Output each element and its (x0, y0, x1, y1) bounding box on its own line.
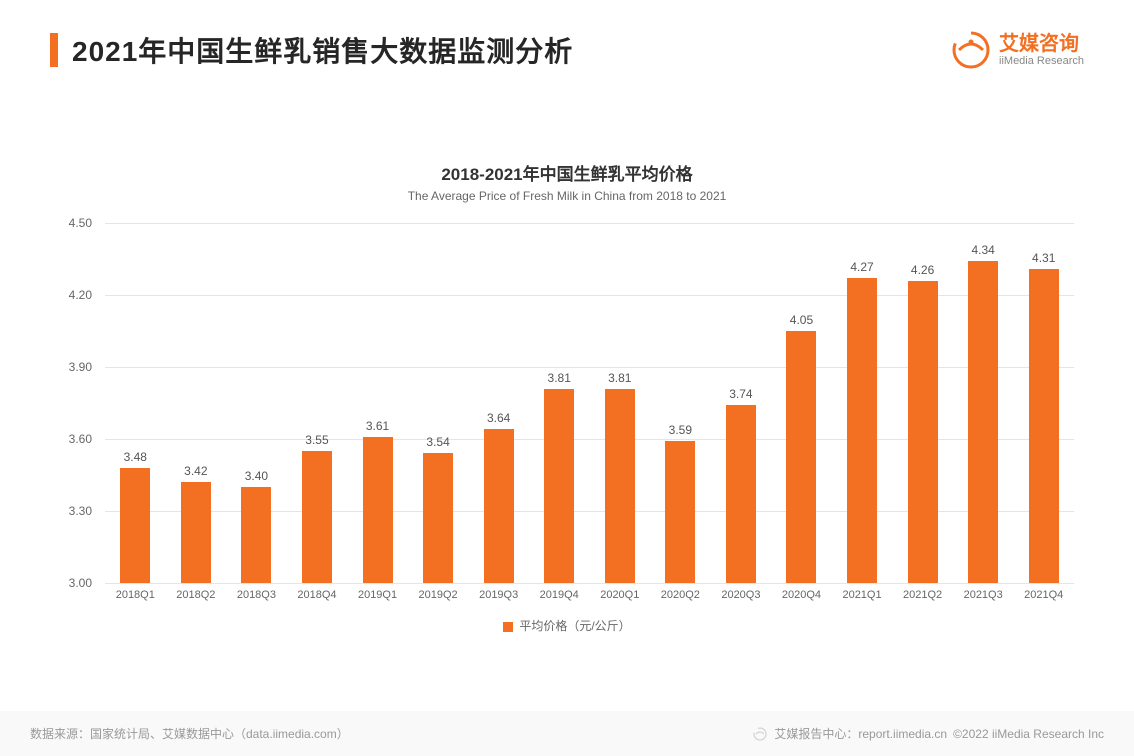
x-tick-label: 2021Q1 (832, 589, 893, 601)
bar-slot: 3.81 (590, 223, 651, 583)
logo-text: 艾媒咨询 iiMedia Research (999, 33, 1084, 67)
bar-rect (423, 453, 453, 583)
x-tick-label: 2020Q2 (650, 589, 711, 601)
chart-plot: 3.003.303.603.904.204.50 3.483.423.403.5… (60, 223, 1074, 583)
bar-value-label: 3.74 (729, 387, 752, 401)
bar-value-label: 4.34 (971, 243, 994, 257)
bar-slot: 3.61 (347, 223, 408, 583)
x-tick-label: 2018Q2 (166, 589, 227, 601)
bar-slot: 3.54 (408, 223, 469, 583)
bar-rect (1029, 269, 1059, 583)
bar-rect (786, 331, 816, 583)
bar-rect (241, 487, 271, 583)
y-tick-label: 4.50 (69, 216, 92, 230)
bar-rect (605, 389, 635, 583)
x-tick-label: 2021Q2 (892, 589, 953, 601)
bar-rect (363, 437, 393, 583)
logo-text-cn: 艾媒咨询 (999, 33, 1084, 55)
title-accent-bar (50, 33, 58, 67)
bar-value-label: 3.54 (426, 435, 449, 449)
bar-slot: 3.74 (711, 223, 772, 583)
bar-rect (908, 281, 938, 583)
bar-value-label: 3.55 (305, 433, 328, 447)
grid-line (105, 583, 1074, 584)
bar-slot: 4.26 (892, 223, 953, 583)
bar-slot: 3.40 (226, 223, 287, 583)
bar-value-label: 4.27 (850, 260, 873, 274)
brand-logo: 艾媒咨询 iiMedia Research (951, 30, 1084, 70)
footer-copyright: ©2022 iiMedia Research Inc (953, 727, 1104, 741)
x-tick-label: 2021Q4 (1013, 589, 1074, 601)
logo-icon (951, 30, 991, 70)
y-tick-label: 3.30 (69, 504, 92, 518)
x-tick-label: 2020Q3 (711, 589, 772, 601)
bar-slot: 3.81 (529, 223, 590, 583)
bar-slot: 3.64 (468, 223, 529, 583)
bar-slot: 4.34 (953, 223, 1014, 583)
footer-source: 数据来源：国家统计局、艾媒数据中心（data.iimedia.com） (30, 725, 349, 742)
header: 2021年中国生鲜乳销售大数据监测分析 艾媒咨询 iiMedia Researc… (0, 0, 1134, 70)
footer-right: 艾媒报告中心：report.iimedia.cn ©2022 iiMedia R… (752, 725, 1104, 742)
y-tick-label: 3.00 (69, 576, 92, 590)
x-tick-label: 2021Q3 (953, 589, 1014, 601)
y-tick-label: 4.20 (69, 288, 92, 302)
x-axis-labels: 2018Q12018Q22018Q32018Q42019Q12019Q22019… (105, 589, 1074, 601)
x-tick-label: 2018Q4 (287, 589, 348, 601)
footer-report-center: 艾媒报告中心：report.iimedia.cn (774, 725, 947, 742)
bar-slot: 3.48 (105, 223, 166, 583)
bar-rect (726, 405, 756, 583)
bar-rect (665, 441, 695, 583)
bar-value-label: 3.42 (184, 464, 207, 478)
bar-slot: 4.31 (1013, 223, 1074, 583)
bar-slot: 3.42 (166, 223, 227, 583)
footer: 数据来源：国家统计局、艾媒数据中心（data.iimedia.com） 艾媒报告… (0, 711, 1134, 756)
x-tick-label: 2020Q1 (590, 589, 651, 601)
legend-swatch (503, 622, 513, 632)
bar-rect (484, 429, 514, 583)
y-tick-label: 3.60 (69, 432, 92, 446)
chart-title-cn: 2018-2021年中国生鲜乳平均价格 (60, 160, 1074, 185)
bar-value-label: 4.05 (790, 313, 813, 327)
bar-value-label: 3.81 (608, 371, 631, 385)
title-wrap: 2021年中国生鲜乳销售大数据监测分析 (50, 30, 573, 70)
x-tick-label: 2019Q1 (347, 589, 408, 601)
bar-slot: 4.05 (771, 223, 832, 583)
chart-bars: 3.48 3.42 3.40 3.55 3.61 3.54 3.64 3.81 3.81 3.59… (105, 223, 1074, 583)
logo-text-en: iiMedia Research (999, 55, 1084, 67)
bar-value-label: 3.40 (245, 469, 268, 483)
chart-area: 2018-2021年中国生鲜乳平均价格 The Average Price of… (60, 160, 1074, 640)
y-axis: 3.003.303.603.904.204.50 (60, 223, 100, 583)
x-tick-label: 2019Q3 (468, 589, 529, 601)
bar-value-label: 3.61 (366, 419, 389, 433)
bar-value-label: 3.48 (124, 450, 147, 464)
bar-rect (544, 389, 574, 583)
bar-rect (120, 468, 150, 583)
bar-value-label: 3.64 (487, 411, 510, 425)
bar-value-label: 4.26 (911, 263, 934, 277)
bar-rect (968, 261, 998, 583)
chart-legend: 平均价格（元/公斤） (60, 617, 1074, 634)
legend-label: 平均价格（元/公斤） (519, 619, 630, 633)
bar-slot: 3.55 (287, 223, 348, 583)
x-tick-label: 2020Q4 (771, 589, 832, 601)
bar-rect (302, 451, 332, 583)
x-tick-label: 2019Q4 (529, 589, 590, 601)
bar-value-label: 3.59 (669, 423, 692, 437)
x-tick-label: 2018Q1 (105, 589, 166, 601)
bar-slot: 3.59 (650, 223, 711, 583)
y-tick-label: 3.90 (69, 360, 92, 374)
page-title: 2021年中国生鲜乳销售大数据监测分析 (72, 30, 573, 70)
bar-slot: 4.27 (832, 223, 893, 583)
x-tick-label: 2019Q2 (408, 589, 469, 601)
footer-logo-icon (752, 726, 768, 742)
bar-value-label: 4.31 (1032, 251, 1055, 265)
bar-rect (181, 482, 211, 583)
bar-value-label: 3.81 (548, 371, 571, 385)
bar-rect (847, 278, 877, 583)
chart-title-en: The Average Price of Fresh Milk in China… (60, 189, 1074, 203)
x-tick-label: 2018Q3 (226, 589, 287, 601)
